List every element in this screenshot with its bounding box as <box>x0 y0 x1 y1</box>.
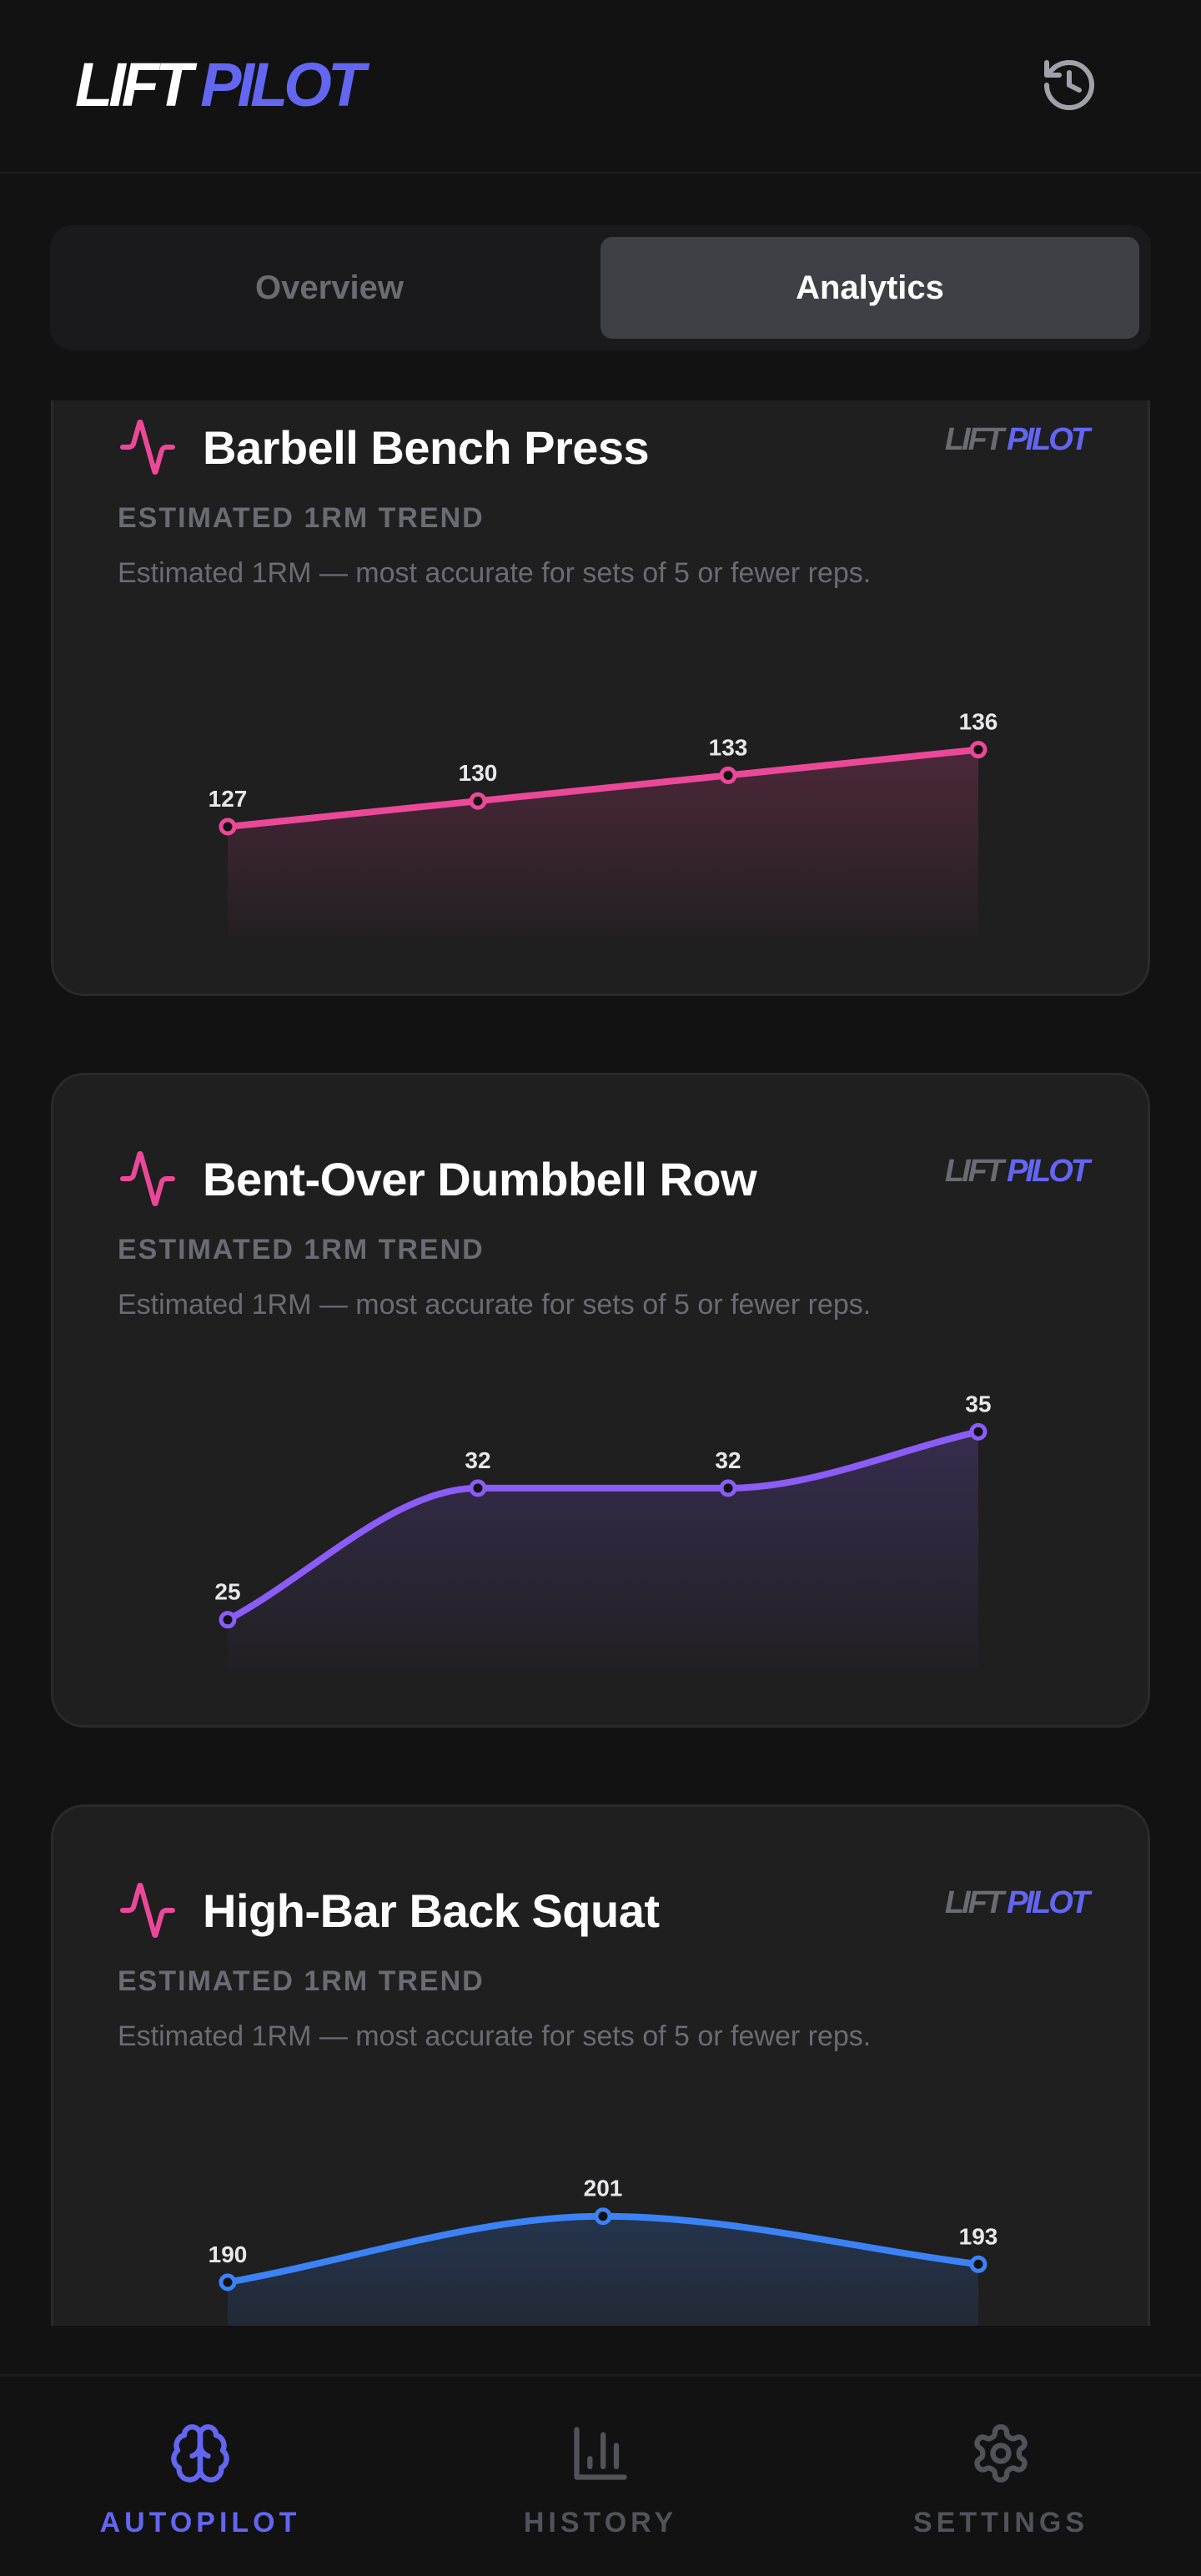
app-header: LIFT PILOT <box>0 0 1201 174</box>
gear-icon <box>974 2424 1028 2483</box>
chart-value-label: 201 <box>584 2176 623 2201</box>
nav-label: HISTORY <box>523 2507 678 2538</box>
card-watermark-logo: LIFT PILOT <box>944 1154 1090 1190</box>
logo-pilot: PILOT <box>200 50 365 119</box>
chart-line <box>224 2212 982 2286</box>
chart-area-fill <box>228 2216 978 2326</box>
nav-label: AUTOPILOT <box>99 2507 301 2538</box>
nav-settings[interactable]: SETTINGS <box>801 2377 1201 2576</box>
bar-chart-icon <box>574 2427 627 2480</box>
chart-data-point[interactable] <box>469 792 487 810</box>
chart-data-point[interactable] <box>969 741 987 759</box>
exercise-card-bench: Barbell Bench Press LIFT PILOT ESTIMATED … <box>51 400 1150 996</box>
chart-value-label: 136 <box>959 709 998 735</box>
card-title: Bent-Over Dumbbell Row <box>203 1152 757 1205</box>
view-tabs: Overview Analytics <box>50 225 1151 350</box>
card-watermark-logo: LIFT PILOT <box>944 1885 1090 1921</box>
tab-overview[interactable]: Overview <box>255 269 404 306</box>
chart-area-fill <box>228 749 978 936</box>
app-logo: LIFT PILOT <box>75 50 365 119</box>
chart-value-label: 190 <box>209 2241 248 2267</box>
card-header: Bent-Over Dumbbell Row <box>118 1149 757 1209</box>
watermark-lift: LIFT <box>944 1885 1004 1920</box>
watermark-pilot: PILOT <box>1007 422 1090 457</box>
chart-value-label: 133 <box>709 734 748 760</box>
chart-value-label: 130 <box>459 760 498 786</box>
chart-value-label: 32 <box>715 1447 741 1473</box>
pulse-icon <box>120 420 175 475</box>
card-header: High-Bar Back Squat <box>118 1880 660 1940</box>
watermark-lift: LIFT <box>944 1154 1004 1189</box>
chart-data-point[interactable] <box>719 766 737 784</box>
card-description: Estimated 1RM — most accurate for sets o… <box>118 1289 872 1321</box>
nav-label: SETTINGS <box>912 2507 1089 2538</box>
tab-analytics[interactable]: Analytics <box>600 237 1139 339</box>
card-title: High-Bar Back Squat <box>203 1884 660 1937</box>
nav-autopilot[interactable]: AUTOPILOT <box>0 2377 400 2576</box>
chart-data-point[interactable] <box>219 818 237 836</box>
history-button[interactable] <box>1036 52 1103 118</box>
watermark-pilot: PILOT <box>1007 1885 1090 1920</box>
card-description: Estimated 1RM — most accurate for sets o… <box>118 2020 872 2052</box>
card-subtitle: ESTIMATED 1RM TREND <box>118 1234 485 1265</box>
chart-data-point[interactable] <box>219 2273 237 2292</box>
card-description: Estimated 1RM — most accurate for sets o… <box>118 557 872 589</box>
chart-line <box>224 1428 982 1623</box>
chart-value-label: 25 <box>214 1579 240 1605</box>
chart-value-label: 193 <box>959 2223 998 2249</box>
exercise-card-row: Bent-Over Dumbbell Row LIFT PILOT ESTIMAT… <box>51 1073 1150 1728</box>
watermark-lift: LIFT <box>944 422 1004 457</box>
bottom-nav: AUTOPILOT HISTORY SETTINGS <box>0 2374 1201 2576</box>
pulse-icon <box>120 1151 175 1206</box>
brain-icon <box>171 2424 229 2483</box>
card-header: Barbell Bench Press <box>118 417 650 477</box>
analytics-scroll-area[interactable]: Barbell Bench Press LIFT PILOT ESTIMATED … <box>0 400 1201 2326</box>
chart-data-point[interactable] <box>969 2255 987 2273</box>
trend-chart: 127 130 133 136 <box>209 709 998 936</box>
logo-lift: LIFT <box>75 50 193 119</box>
nav-history[interactable]: HISTORY <box>400 2377 801 2576</box>
history-clock-icon <box>1044 60 1094 110</box>
card-subtitle: ESTIMATED 1RM TREND <box>118 502 485 534</box>
exercise-card-squat: High-Bar Back Squat LIFT PILOT ESTIMATED … <box>51 1804 1150 2326</box>
card-watermark-logo: LIFT PILOT <box>944 422 1090 458</box>
chart-data-point[interactable] <box>594 2207 612 2226</box>
pulse-icon <box>120 1883 175 1938</box>
chart-value-label: 127 <box>209 786 248 812</box>
chart-value-label: 32 <box>465 1447 490 1473</box>
chart-area-fill <box>228 1431 978 1668</box>
card-title: Barbell Bench Press <box>203 420 650 474</box>
card-subtitle: ESTIMATED 1RM TREND <box>118 1965 485 1997</box>
watermark-pilot: PILOT <box>1007 1154 1090 1189</box>
chart-data-point[interactable] <box>969 1422 987 1441</box>
chart-data-point[interactable] <box>469 1479 487 1497</box>
chart-data-point[interactable] <box>719 1479 737 1497</box>
chart-line <box>224 746 982 830</box>
chart-value-label: 35 <box>965 1391 991 1416</box>
chart-data-point[interactable] <box>219 1611 237 1629</box>
